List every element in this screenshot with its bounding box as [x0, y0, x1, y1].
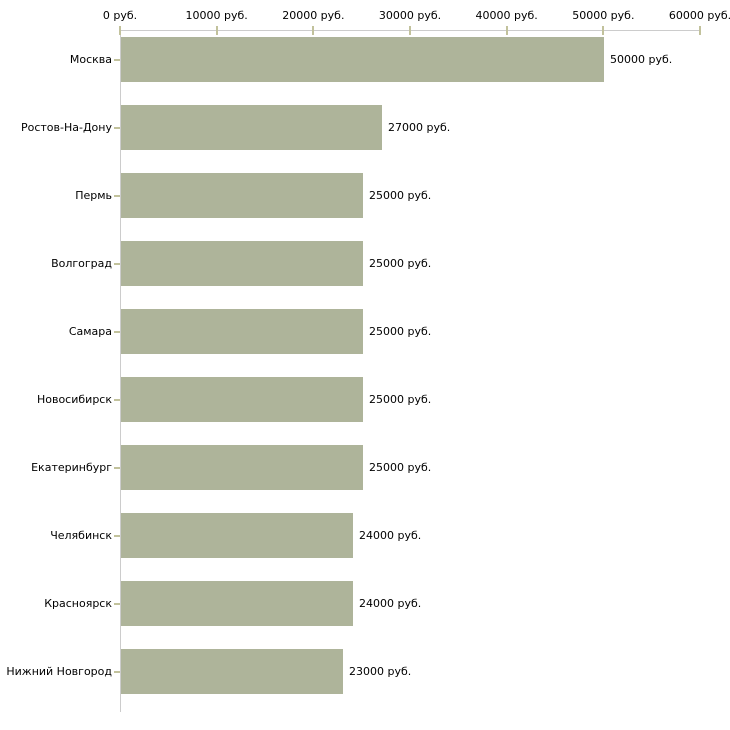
- y-axis-tick-mark: [114, 126, 120, 129]
- y-axis-tick-mark: [114, 194, 120, 197]
- category-label: Ростов-На-Дону: [20, 120, 112, 134]
- bar: [121, 377, 363, 422]
- y-axis-line: [120, 30, 121, 712]
- bar: [121, 309, 363, 354]
- bar: [121, 173, 363, 218]
- value-label: 27000 руб.: [388, 120, 451, 134]
- value-label: 25000 руб.: [369, 324, 432, 338]
- x-axis-tick-label: 0 руб.: [102, 9, 138, 22]
- x-axis-tick-label: 60000 руб.: [668, 9, 730, 22]
- category-label: Нижний Новгород: [6, 664, 112, 678]
- bar: [121, 241, 363, 286]
- x-axis-tick-label: 50000 руб.: [572, 9, 635, 22]
- y-axis-tick-mark: [114, 670, 120, 673]
- y-axis-tick-mark: [114, 534, 120, 537]
- category-label: Екатеринбург: [31, 460, 112, 474]
- y-axis-tick-mark: [114, 398, 120, 401]
- y-axis-tick-mark: [114, 466, 120, 469]
- x-axis-tick-label: 20000 руб.: [282, 9, 345, 22]
- y-axis-tick-mark: [114, 58, 120, 61]
- category-label: Новосибирск: [36, 392, 112, 406]
- category-label: Москва: [69, 52, 112, 66]
- category-label: Самара: [68, 324, 112, 338]
- bar: [121, 581, 353, 626]
- value-label: 25000 руб.: [369, 460, 432, 474]
- y-axis-tick-mark: [114, 330, 120, 333]
- y-axis-tick-mark: [114, 602, 120, 605]
- bar: [121, 513, 353, 558]
- value-label: 25000 руб.: [369, 392, 432, 406]
- bar: [121, 37, 604, 82]
- value-label: 25000 руб.: [369, 256, 432, 270]
- x-axis-tick-label: 10000 руб.: [185, 9, 248, 22]
- x-axis-tick-label: 30000 руб.: [378, 9, 442, 22]
- value-label: 50000 руб.: [610, 52, 673, 66]
- x-axis-tick-mark: [505, 26, 508, 35]
- x-axis-tick-mark: [409, 26, 411, 35]
- bar: [121, 105, 382, 150]
- x-axis-tick-mark: [699, 26, 701, 35]
- x-axis-tick-mark: [119, 26, 121, 35]
- x-axis-tick-label: 40000 руб.: [475, 9, 538, 22]
- value-label: 24000 руб.: [359, 528, 422, 542]
- bar: [121, 649, 343, 694]
- y-axis-tick-mark: [114, 262, 120, 265]
- value-label: 23000 руб.: [349, 664, 412, 678]
- value-label: 24000 руб.: [359, 596, 422, 610]
- bar: [121, 445, 363, 490]
- x-axis-tick-mark: [215, 26, 218, 35]
- category-label: Пермь: [75, 188, 112, 202]
- x-axis-tick-mark: [312, 26, 315, 35]
- value-label: 25000 руб.: [369, 188, 432, 202]
- category-label: Челябинск: [50, 528, 112, 542]
- category-label: Волгоград: [51, 256, 112, 270]
- category-label: Красноярск: [44, 596, 112, 610]
- x-axis-tick-mark: [602, 26, 605, 35]
